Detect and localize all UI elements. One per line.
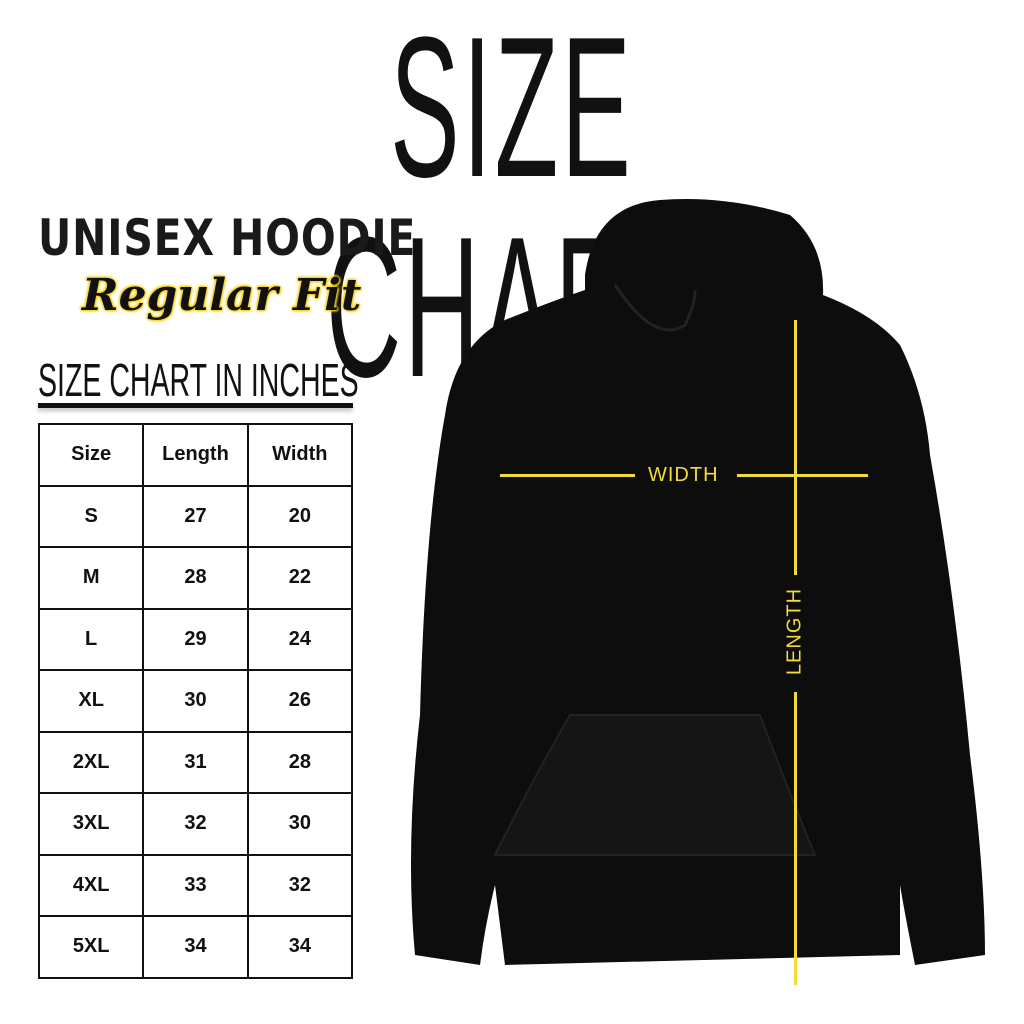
width-label: WIDTH — [648, 464, 719, 486]
length-line-bottom — [794, 692, 797, 985]
table-cell: 33 — [142, 853, 249, 917]
table-cell: 28 — [142, 546, 249, 610]
table-cell: 22 — [246, 546, 354, 610]
table-cell: 34 — [246, 915, 354, 979]
table-cell: 30 — [142, 669, 249, 733]
table-cell: 27 — [142, 484, 249, 548]
caption-underline — [38, 403, 353, 408]
table-row: L 29 24 — [37, 607, 354, 671]
width-line-right — [737, 474, 868, 477]
table-cell: 2XL — [37, 730, 145, 794]
column-header: Width — [246, 423, 354, 487]
table-row: XL 30 26 — [37, 669, 354, 733]
length-line-top — [794, 320, 797, 575]
table-row: 3XL 32 30 — [37, 792, 354, 856]
table-header-row: Size Length Width — [37, 423, 354, 487]
size-table: Size Length Width S 27 20 M 28 22 L 29 24 XL 30 26 2XL 3… — [37, 423, 354, 979]
column-header: Length — [142, 423, 249, 487]
table-cell: XL — [37, 669, 145, 733]
table-cell: 32 — [142, 792, 249, 856]
table-cell: 29 — [142, 607, 249, 671]
table-row: S 27 20 — [37, 484, 354, 548]
table-cell: 5XL — [37, 915, 145, 979]
table-cell: 24 — [246, 607, 354, 671]
table-cell: 20 — [246, 484, 354, 548]
width-line-left — [500, 474, 635, 477]
table-caption: SIZE CHART IN INCHES — [38, 354, 359, 406]
table-cell: M — [37, 546, 145, 610]
table-cell: 3XL — [37, 792, 145, 856]
table-row: 4XL 33 32 — [37, 853, 354, 917]
table-row: M 28 22 — [37, 546, 354, 610]
table-row: 5XL 34 34 — [37, 915, 354, 979]
product-name: UNISEX HOODIE — [38, 209, 417, 267]
table-cell: 4XL — [37, 853, 145, 917]
table-cell: 34 — [142, 915, 249, 979]
table-cell: 28 — [246, 730, 354, 794]
fit-label: Regular Fit — [82, 270, 362, 321]
table-cell: 30 — [246, 792, 354, 856]
column-header: Size — [37, 423, 145, 487]
table-cell: 31 — [142, 730, 249, 794]
table-row: 2XL 31 28 — [37, 730, 354, 794]
table-cell: L — [37, 607, 145, 671]
table-cell: 26 — [246, 669, 354, 733]
table-cell: S — [37, 484, 145, 548]
length-label: LENGTH — [783, 587, 806, 676]
hoodie-image — [411, 199, 985, 965]
table-cell: 32 — [246, 853, 354, 917]
